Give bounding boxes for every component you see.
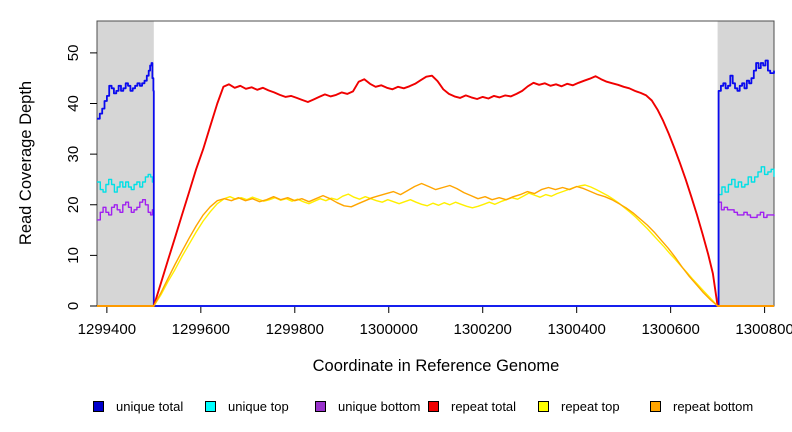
legend-item-unique-bottom: unique bottom [315, 398, 420, 414]
legend-label-unique-top: unique top [228, 398, 289, 414]
x-tick-label: 1300400 [547, 321, 605, 338]
shaded-region [717, 21, 774, 306]
x-tick-label: 1300800 [735, 321, 792, 338]
legend-label-unique-total: unique total [116, 398, 184, 414]
series-repeat-total [97, 74, 774, 307]
legend-item-repeat-bottom: repeat bottom [650, 398, 753, 414]
series-unique-top [97, 166, 775, 307]
series-repeat-top [97, 184, 774, 307]
series-unique-total [97, 59, 775, 307]
shaded-regions-layer [97, 21, 774, 306]
x-tick-label: 1300000 [360, 321, 418, 338]
y-tick-label: 30 [65, 146, 82, 163]
x-tick-label: 1299600 [172, 321, 230, 338]
legend-item-unique-total: unique total [93, 398, 183, 414]
chart-legend: unique total unique top unique bottom repea… [0, 398, 792, 418]
legend-swatch-unique-top [205, 400, 216, 412]
legend-item-repeat-top: repeat top [538, 398, 620, 414]
legend-label-repeat-total: repeat total [451, 398, 517, 414]
x-tick-label: 1300600 [641, 321, 699, 338]
axes-layer: 1299400 1299600 1299800 1300000 1300200 13004… [65, 20, 792, 338]
legend-swatch-repeat-top [538, 400, 549, 412]
series-unique-bottom [97, 199, 775, 307]
legend-item-unique-top: unique top [205, 398, 289, 414]
y-tick-label: 20 [65, 196, 82, 213]
shaded-region [97, 21, 154, 306]
y-tick-label: 50 [65, 45, 82, 62]
x-axis-title: Coordinate in Reference Genome [313, 357, 560, 375]
series-repeat-bottom [97, 182, 774, 307]
y-tick-label: 0 [65, 302, 82, 310]
legend-label-repeat-bottom: repeat bottom [673, 398, 754, 414]
legend-item-repeat-total: repeat total [428, 398, 516, 414]
legend-label-unique-bottom: unique bottom [338, 398, 421, 414]
x-tick-label: 1299800 [266, 321, 324, 338]
legend-swatch-unique-total [93, 400, 104, 412]
y-tick-label: 10 [65, 247, 82, 264]
x-tick-label: 1300200 [454, 321, 512, 338]
legend-swatch-unique-bottom [315, 400, 326, 412]
series-layer [97, 59, 775, 307]
legend-swatch-repeat-total [428, 400, 439, 412]
legend-label-repeat-top: repeat top [561, 398, 620, 414]
y-tick-label: 40 [65, 95, 82, 112]
legend-swatch-repeat-bottom [650, 400, 661, 412]
y-axis-title: Read Coverage Depth [17, 81, 35, 245]
x-tick-label: 1299400 [78, 321, 136, 338]
